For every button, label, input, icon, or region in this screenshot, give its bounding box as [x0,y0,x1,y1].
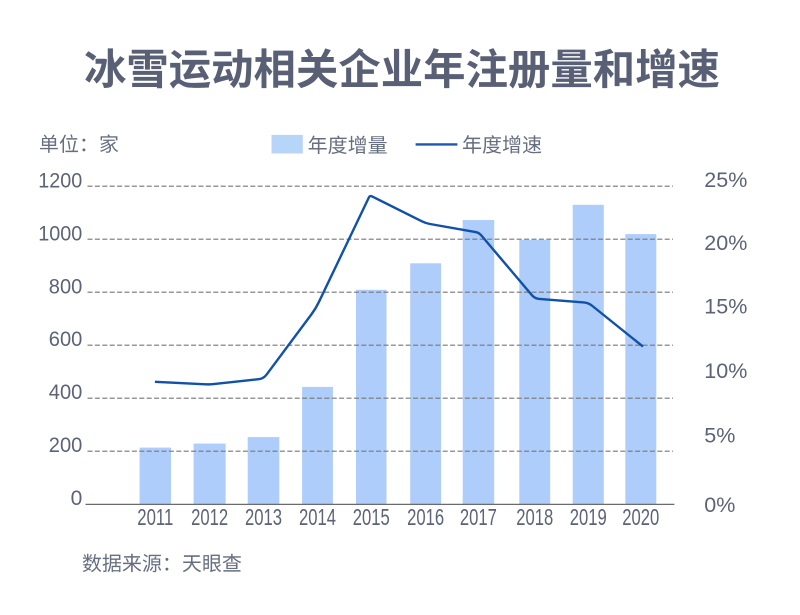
svg-text:10%: 10% [704,359,747,383]
svg-text:1000: 1000 [38,222,82,245]
svg-text:2017: 2017 [460,504,497,530]
svg-text:2020: 2020 [622,504,659,530]
svg-text:2012: 2012 [191,504,228,530]
svg-text:800: 800 [49,275,83,298]
svg-text:600: 600 [49,328,83,351]
svg-text:0: 0 [71,487,83,510]
svg-text:2013: 2013 [245,504,282,530]
svg-text:2018: 2018 [516,504,553,530]
svg-text:1200: 1200 [38,169,82,192]
svg-text:2015: 2015 [353,504,390,530]
svg-text:2016: 2016 [407,504,444,530]
svg-text:20%: 20% [704,231,747,255]
svg-text:200: 200 [49,434,83,457]
svg-text:0%: 0% [704,493,735,517]
svg-text:25%: 25% [704,168,747,192]
svg-text:2014: 2014 [299,504,336,530]
svg-text:5%: 5% [704,424,735,448]
svg-text:2011: 2011 [137,504,173,530]
svg-text:400: 400 [49,381,83,404]
svg-text:2019: 2019 [570,504,607,530]
svg-text:15%: 15% [704,295,747,319]
